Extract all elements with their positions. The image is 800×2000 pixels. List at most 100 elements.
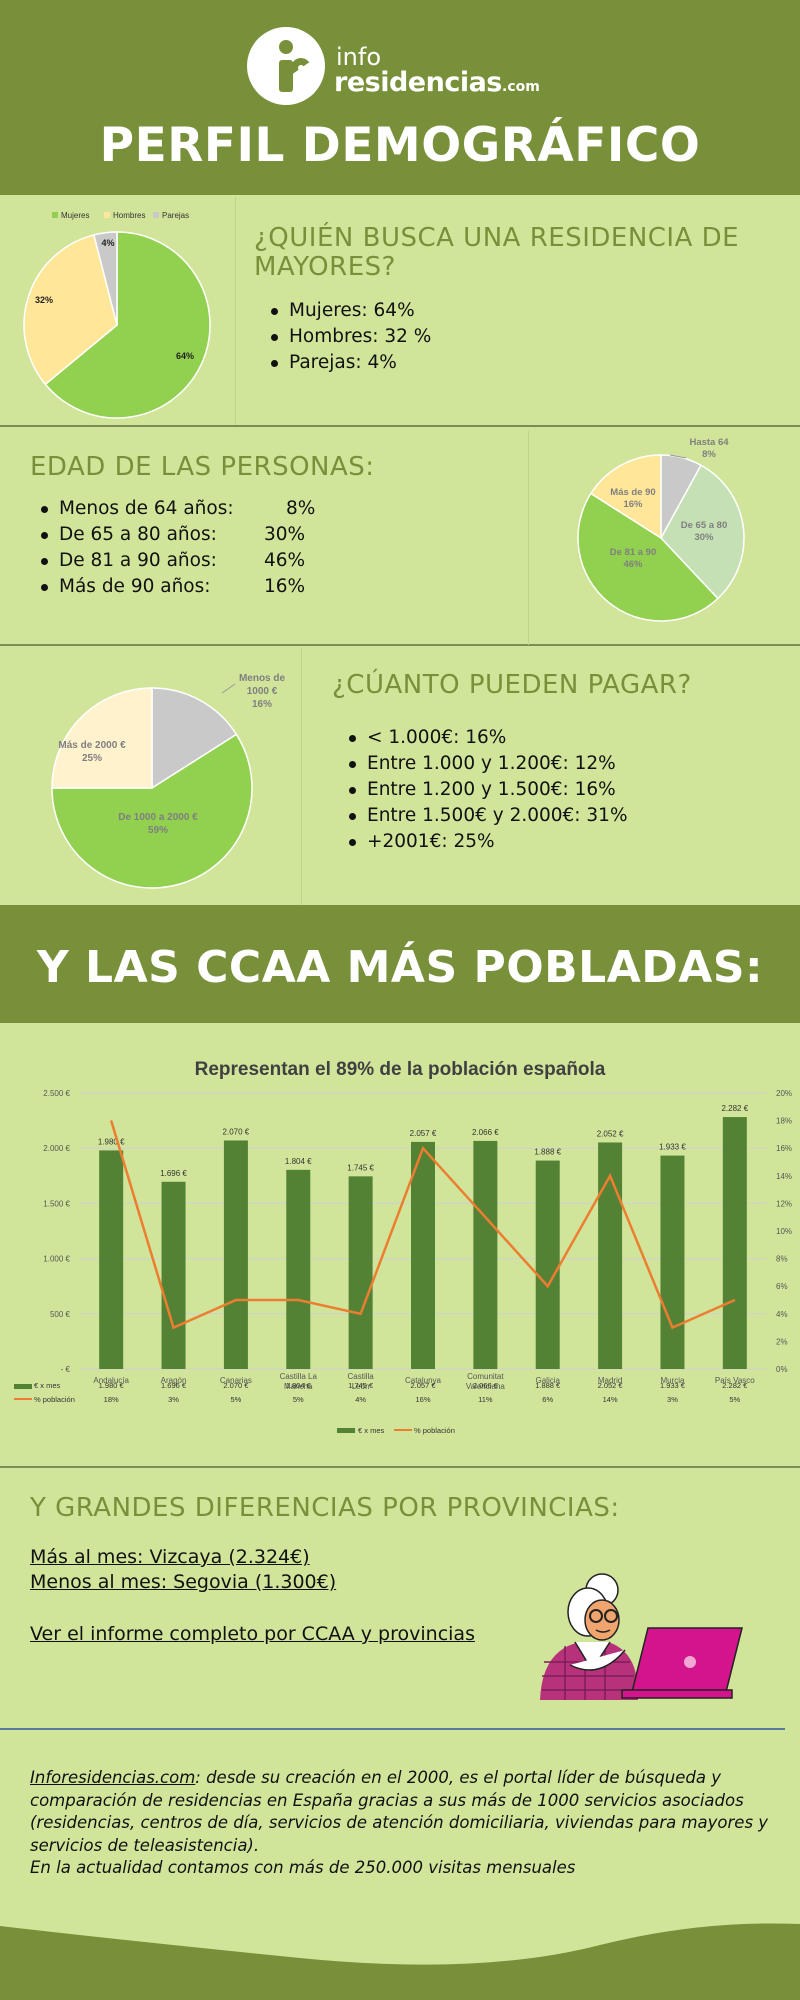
table-cell: 3% — [667, 1395, 678, 1404]
table-cell: 2.282 € — [722, 1381, 748, 1390]
table-cell: 1.888 € — [535, 1381, 561, 1390]
bar — [223, 1140, 248, 1369]
list-item-value: 46% — [264, 550, 306, 571]
bar — [722, 1117, 747, 1369]
bar — [598, 1142, 623, 1369]
line-point — [609, 1175, 611, 1177]
bar-value-label: 1.980 € — [98, 1137, 125, 1146]
x-tick-label: País Vasco — [715, 1376, 755, 1385]
pie-label: Más de 2000 €25% — [58, 740, 126, 764]
table-cell: 1.804 € — [286, 1381, 312, 1390]
bar-value-label: 2.066 € — [472, 1128, 499, 1137]
bar-value-label: 1.745 € — [347, 1163, 374, 1172]
x-tick-label: Murcia — [660, 1376, 685, 1385]
bar-value-label: 2.052 € — [597, 1129, 624, 1138]
table-cell: 5% — [230, 1395, 241, 1404]
x-tick-label: Galicia — [536, 1376, 561, 1385]
list-item: Mujeres: 64% — [267, 298, 431, 324]
section-age-title: EDAD DE LAS PERSONAS: — [30, 452, 375, 482]
list-item-value: 30% — [264, 524, 306, 545]
bar-value-label: 1.804 € — [285, 1157, 312, 1166]
pie-slice — [44, 231, 211, 419]
bar-value-label: 1.696 € — [160, 1169, 187, 1178]
table-cell: 14% — [603, 1395, 618, 1404]
bar-value-label: 1.933 € — [659, 1143, 686, 1152]
page-title: PERFIL DEMOGRÁFICO — [99, 118, 701, 173]
table-cell: 11% — [478, 1395, 493, 1404]
table-swatch — [14, 1384, 32, 1389]
list-item-label: Menos de 64 años: — [59, 498, 234, 519]
gender-list: Mujeres: 64% Hombres: 32 % Parejas: 4% — [267, 298, 431, 376]
y2-tick-label: 2% — [776, 1337, 788, 1346]
pie-slice — [589, 454, 662, 540]
bar-value-label: 2.057 € — [410, 1129, 437, 1138]
y2-tick-label: 16% — [776, 1144, 792, 1153]
x-tick-label: Castilla La Mancha — [280, 1372, 318, 1391]
table-cell: 2.057 € — [410, 1381, 436, 1390]
pie-slice — [577, 492, 719, 622]
pay-chart-panel: Menos de 1000 €16% De 1000 a 2000 €59% Más … — [0, 648, 302, 905]
bar-value-label: 2.282 € — [721, 1104, 748, 1113]
footer-description: Inforesidencias.com: desde su creación e… — [30, 1767, 780, 1880]
table-cell: 3% — [168, 1395, 179, 1404]
footer-text: : desde su creación en el 2000, es el po… — [30, 1768, 769, 1855]
list-item-value: 16% — [264, 576, 306, 597]
list-item-label: De 65 a 80 años: — [59, 524, 217, 545]
x-tick-label: Comunitat Valenciana — [466, 1372, 506, 1391]
y-tick-label: 2.500 € — [43, 1089, 70, 1098]
legend-label: Mujeres — [61, 211, 89, 220]
table-cell: 6% — [542, 1395, 553, 1404]
y2-tick-label: 14% — [776, 1172, 792, 1181]
pie-label: 32% — [35, 295, 53, 305]
line-point — [734, 1299, 736, 1301]
table-cell: 2.052 € — [598, 1381, 624, 1390]
leader-line — [669, 454, 687, 459]
y-tick-label: 500 € — [50, 1310, 71, 1319]
divider — [0, 1466, 800, 1468]
legend-label: € x mes — [358, 1426, 385, 1435]
legend-swatch — [52, 212, 58, 218]
list-item: Entre 1.200 y 1.500€: 16% — [345, 777, 628, 803]
line-point — [422, 1147, 424, 1149]
table-cell: 2.066 € — [473, 1381, 499, 1390]
logo-i-stem — [279, 60, 293, 92]
pie-label: De 1000 a 2000 €59% — [118, 812, 198, 836]
full-report-link[interactable]: Ver el informe completo por CCAA y provi… — [30, 1623, 475, 1645]
gender-pie-chart: Mujeres Hombres Parejas 64% 32% 4% — [23, 211, 211, 419]
bar — [411, 1141, 435, 1369]
list-item: De 81 a 90 años: 46% — [37, 548, 315, 574]
table-cell: 1.980 € — [99, 1381, 125, 1390]
x-tick-label: Castilla León — [348, 1372, 375, 1391]
age-pie-chart: Hasta 64 8% De 65 a 80 30% De 81 a 90 46% Más … — [577, 437, 745, 622]
section-who — [0, 195, 800, 427]
legend-swatch — [104, 212, 110, 218]
pie-label: Más de 90 16% — [610, 487, 655, 510]
gender-legend: Mujeres Hombres Parejas — [52, 211, 189, 220]
x-tick-label: Catalunya — [405, 1376, 442, 1385]
pie-slice — [92, 231, 118, 326]
y2-tick-label: 10% — [776, 1227, 792, 1236]
chart-bars: 1.980 € 1.696 € 2.070 € 1.804 € 1.745 € 2.057… — [98, 1104, 749, 1369]
line-point — [235, 1299, 237, 1301]
pie-label: De 81 a 90 46% — [610, 547, 656, 570]
line-point — [173, 1327, 175, 1329]
pie-label: 64% — [176, 351, 194, 361]
pie-label: Hasta 64 8% — [689, 437, 729, 460]
elderly-woman-laptop-illustration — [540, 1573, 743, 1700]
section-who-title: ¿QUIÉN BUSCA UNA RESIDENCIA DE MAYORES? — [254, 223, 740, 282]
footer-brand-link[interactable]: Inforesidencias.com — [30, 1768, 196, 1787]
legend-label: % población — [414, 1426, 455, 1435]
legend-label: Parejas — [162, 211, 189, 220]
ccaa-chart-panel: Representan el 89% de la población españ… — [0, 1030, 800, 1466]
pie-slice — [151, 687, 238, 790]
bar — [99, 1150, 124, 1369]
pay-list: < 1.000€: 16% Entre 1.000 y 1.200€: 12% … — [345, 725, 628, 855]
table-cell: 1.745 € — [348, 1381, 374, 1390]
ccaa-banner-title: Y LAS CCAA MÁS POBLADAS: — [36, 942, 764, 993]
section-provinces-title: Y GRANDES DIFERENCIAS POR PROVINCIAS: — [30, 1493, 620, 1523]
section-age — [0, 429, 800, 646]
pie-slice — [660, 464, 745, 600]
logo-com-text: .com — [502, 79, 540, 95]
list-item: Hombres: 32 % — [267, 324, 431, 350]
bar — [348, 1176, 373, 1369]
